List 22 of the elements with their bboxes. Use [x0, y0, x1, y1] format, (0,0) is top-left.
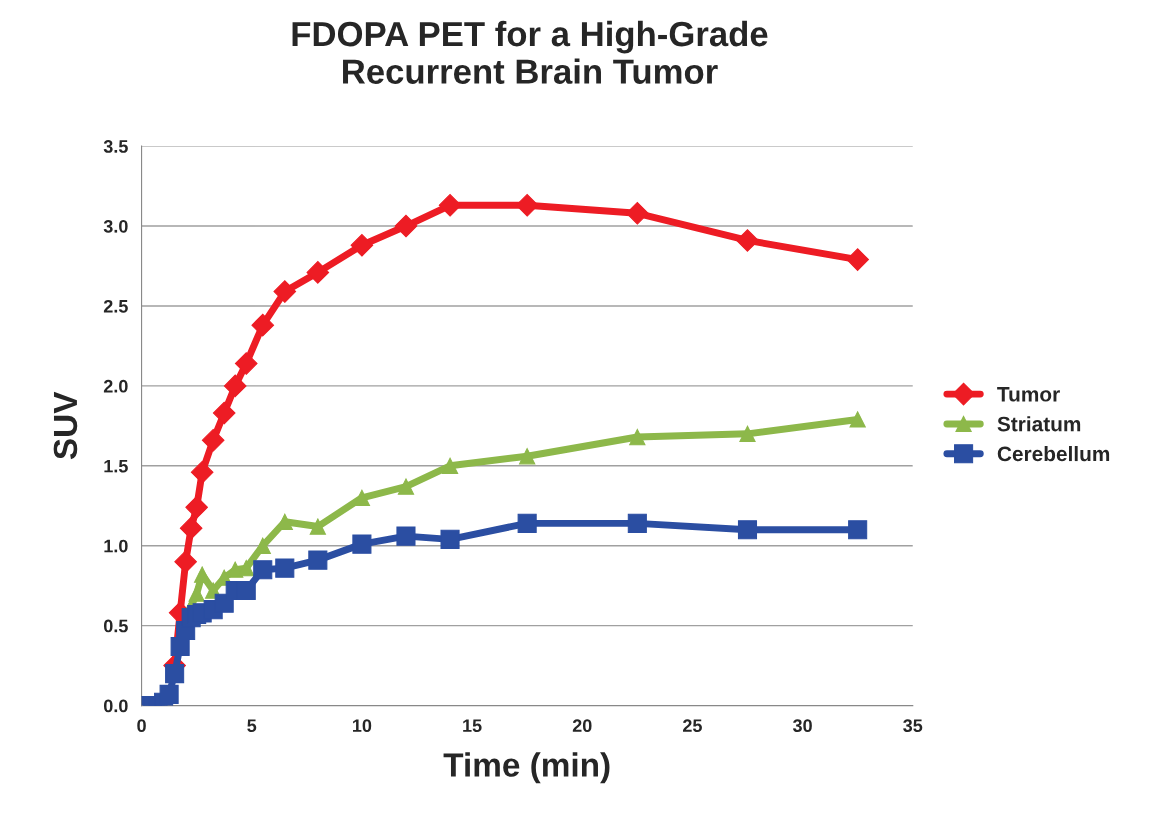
x-tick-label: 5 — [247, 719, 257, 733]
x-tick-label: 0 — [137, 719, 146, 733]
legend-label: Striatum — [997, 416, 1081, 432]
y-tick-label: 0.0 — [104, 699, 128, 713]
y-tick-label: 2.0 — [103, 379, 128, 393]
y-tick-label: 0.5 — [104, 619, 128, 633]
legend-label: Cerebellum — [997, 445, 1110, 462]
y-tick-label: 1.5 — [104, 459, 128, 473]
y-tick-label: 1.0 — [104, 539, 128, 553]
y-axis-title: SUV — [53, 391, 78, 460]
y-tick-label: 3.5 — [103, 140, 128, 153]
x-tick-label: 35 — [903, 719, 923, 733]
x-tick-label: 25 — [682, 719, 702, 733]
y-tick-label: 3.0 — [103, 219, 128, 233]
y-tick-label: 2.5 — [103, 299, 128, 313]
x-tick-label: 15 — [463, 719, 482, 733]
x-tick-label: 10 — [353, 719, 372, 733]
chart-title: FDOPA PET for a High-Grade Recurrent Brain Tumor — [292, 20, 768, 84]
legend-label: Tumor — [997, 387, 1060, 402]
x-axis-title: Time (min) — [443, 752, 610, 784]
x-tick-label: 30 — [792, 719, 812, 733]
x-tick-label: 20 — [572, 719, 592, 733]
